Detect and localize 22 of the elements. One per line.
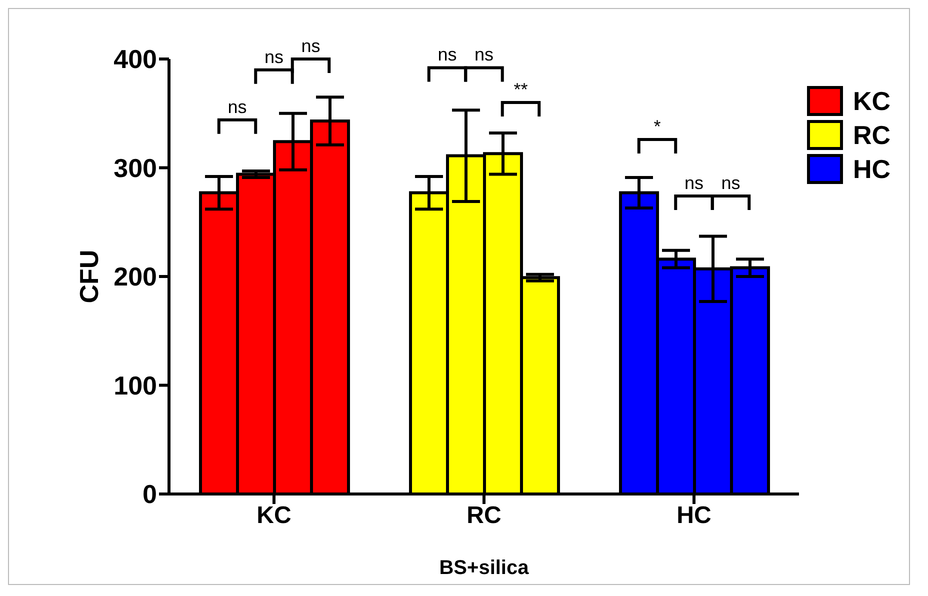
y-axis-title: CFU (74, 250, 104, 304)
annotation: ns (264, 46, 284, 67)
x-tick-label: HC (676, 502, 712, 530)
category-label: RC (853, 120, 891, 150)
annotation: ns (684, 173, 704, 194)
x-axis-title: BS+silica (439, 557, 530, 579)
annotation: ** (514, 80, 528, 100)
category-label: HC (853, 154, 891, 184)
x-tick-label: RC (466, 502, 502, 530)
annotation: ns (474, 44, 494, 65)
y-tick-label: 200 (114, 262, 157, 292)
x-tick-label: KC (256, 502, 292, 530)
annotation: ns (228, 96, 247, 117)
annotation: ns (438, 44, 457, 65)
y-tick-label: 400 (114, 44, 157, 74)
y-tick-label: 0 (142, 479, 157, 510)
text: ns (301, 36, 320, 56)
y-tick-label: 100 (114, 370, 157, 400)
y-tick-label: 300 (114, 152, 157, 183)
category-label: KC (853, 86, 891, 116)
annotation: ns (721, 173, 740, 194)
annotation: * (654, 116, 661, 136)
